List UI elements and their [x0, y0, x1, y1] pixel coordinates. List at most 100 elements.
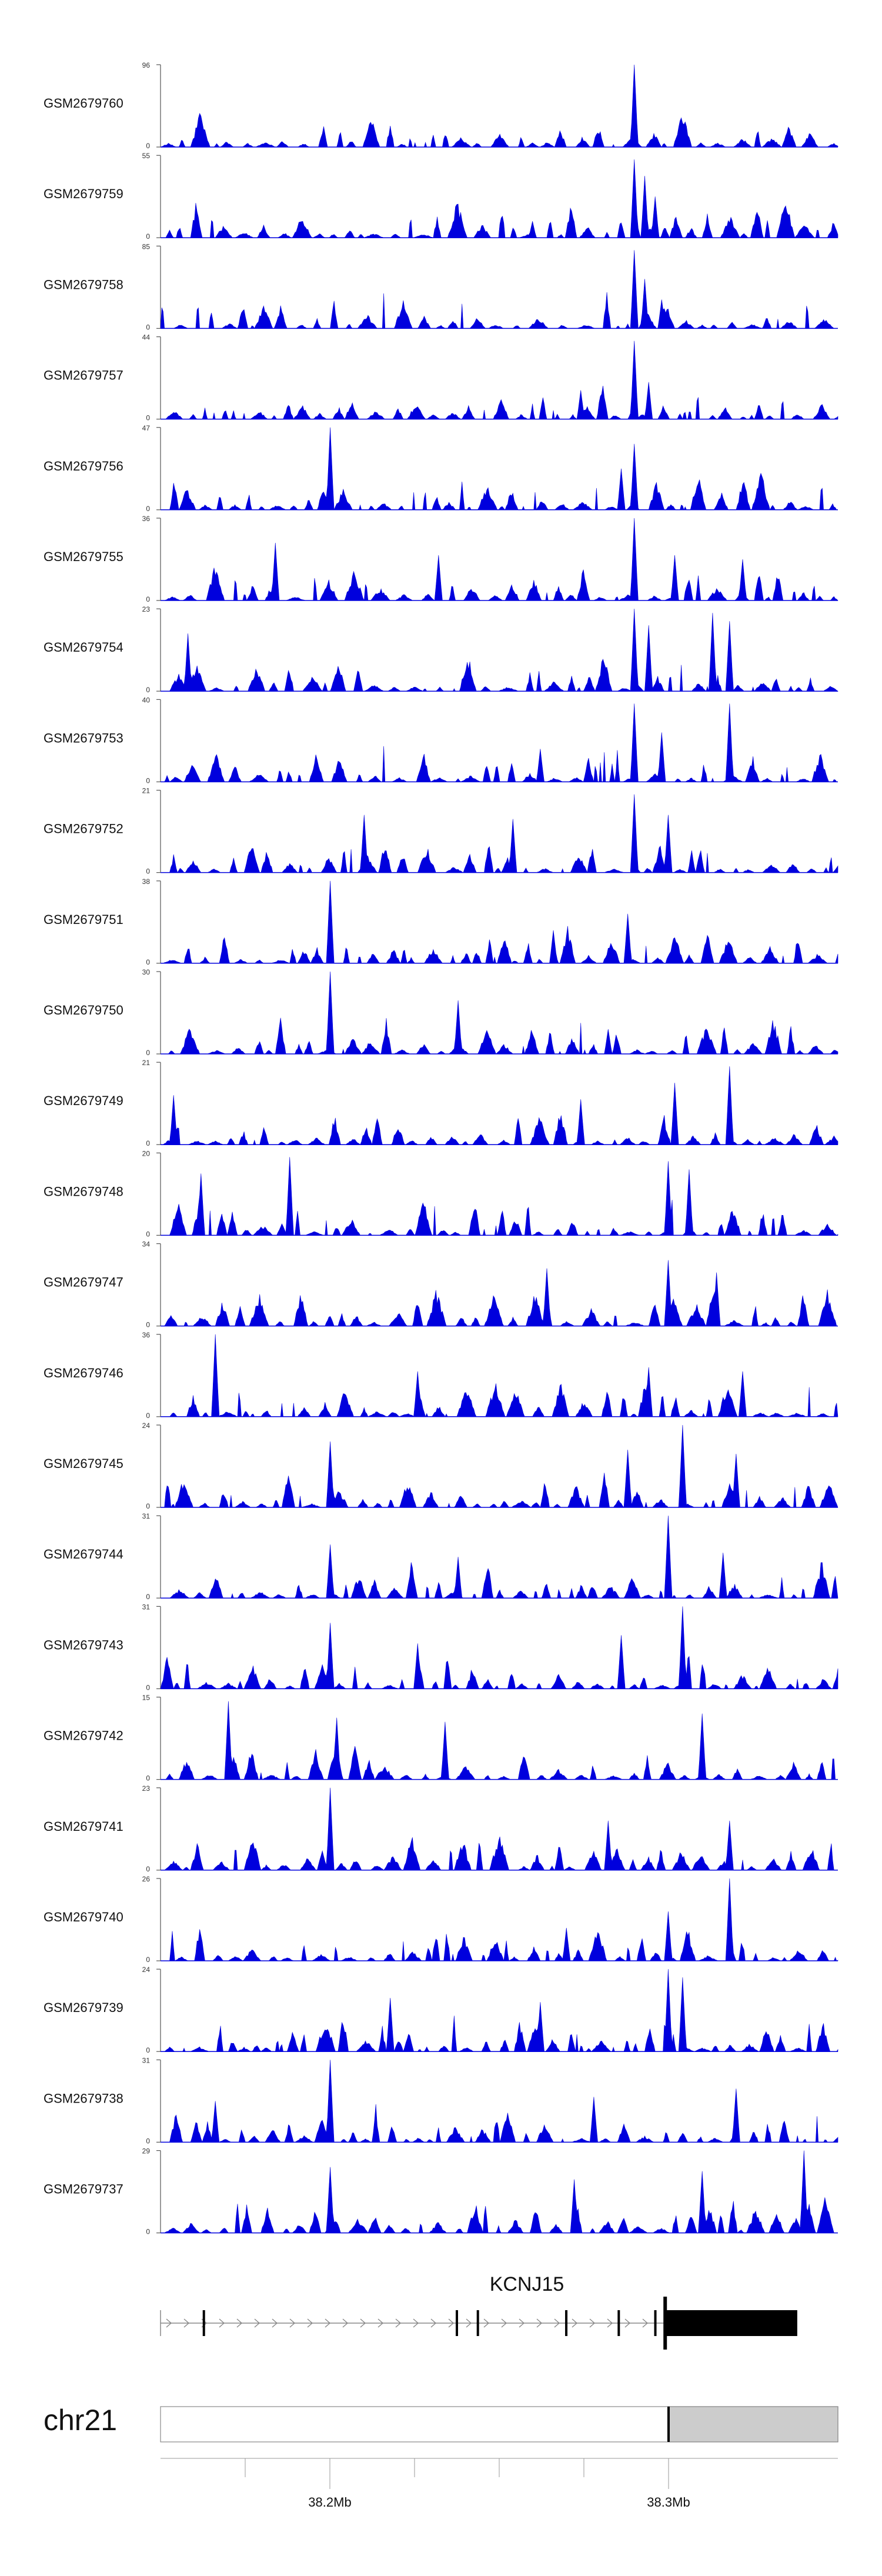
- track-label: GSM2679747: [44, 1275, 123, 1290]
- gene-exon: [617, 2310, 620, 2336]
- track-GSM2679740: GSM2679740 26 0: [44, 1875, 838, 1964]
- x-tick-label: 38.2Mb: [308, 2495, 351, 2510]
- track-label: GSM2679757: [44, 368, 123, 383]
- strand-arrow: [289, 2318, 296, 2328]
- track-label: GSM2679744: [44, 1547, 123, 1561]
- strand-arrow: [413, 2318, 419, 2328]
- signal-area: [161, 427, 838, 510]
- y-min-label: 0: [146, 958, 150, 966]
- track-GSM2679747: GSM2679747 34 0: [44, 1240, 838, 1329]
- chromosome-ideogram: chr21 38.2Mb 38.3Mb: [44, 2404, 838, 2510]
- strand-arrow: [501, 2318, 507, 2328]
- y-max-label: 96: [142, 61, 151, 69]
- signal-area: [161, 518, 838, 602]
- y-max-label: 36: [142, 1331, 151, 1339]
- gene-exon: [565, 2310, 568, 2336]
- signal-area: [160, 250, 838, 329]
- signal-area: [161, 1260, 838, 1327]
- track-label: GSM2679742: [44, 1729, 123, 1743]
- gene-track: KCNJ15: [160, 2273, 797, 2350]
- y-min-label: 0: [146, 1593, 150, 1601]
- strand-arrow: [342, 2318, 349, 2328]
- track-GSM2679746: GSM2679746 36 0: [44, 1331, 838, 1420]
- track-GSM2679760: GSM2679760 96 0: [44, 61, 838, 150]
- track-GSM2679754: GSM2679754 23 0: [44, 605, 838, 694]
- track-GSM2679758: GSM2679758 85 0: [44, 242, 838, 331]
- track-GSM2679738: GSM2679738 31 0: [44, 2056, 838, 2145]
- gene-exon: [476, 2310, 479, 2336]
- track-GSM2679748: GSM2679748 20 0: [44, 1149, 838, 1238]
- y-max-label: 26: [142, 1875, 151, 1883]
- y-max-label: 44: [142, 333, 151, 342]
- track-label: GSM2679759: [44, 186, 123, 201]
- track-GSM2679745: GSM2679745 24 0: [44, 1422, 838, 1510]
- gene-cds-start: [663, 2297, 667, 2350]
- track-GSM2679741: GSM2679741 23 0: [44, 1784, 838, 1873]
- y-min-label: 0: [146, 1502, 150, 1510]
- signal-area: [161, 703, 838, 782]
- track-GSM2679743: GSM2679743 31 0: [44, 1603, 838, 1691]
- signal-area: [161, 1066, 838, 1145]
- y-max-label: 23: [142, 1784, 151, 1793]
- y-max-label: 29: [142, 2147, 151, 2155]
- strand-arrow: [624, 2318, 631, 2328]
- y-min-label: 0: [146, 867, 150, 876]
- signal-area: [161, 341, 838, 420]
- y-max-label: 31: [142, 2056, 151, 2064]
- y-min-label: 0: [146, 323, 150, 331]
- track-label: GSM2679748: [44, 1184, 123, 1199]
- signal-area: [161, 159, 838, 239]
- strand-arrow: [166, 2318, 172, 2328]
- track-label: GSM2679756: [44, 459, 123, 473]
- y-max-label: 24: [142, 1422, 151, 1430]
- signal-area: [161, 609, 838, 692]
- track-GSM2679757: GSM2679757 44 0: [44, 333, 838, 422]
- strand-arrow: [572, 2318, 578, 2328]
- gene-exon: [654, 2310, 657, 2336]
- signal-area: [161, 2060, 838, 2143]
- y-min-label: 0: [146, 1139, 150, 1147]
- y-min-label: 0: [146, 2046, 150, 2054]
- signal-area: [161, 971, 838, 1055]
- y-max-label: 20: [142, 1149, 151, 1157]
- y-min-label: 0: [146, 232, 150, 241]
- y-max-label: 21: [142, 1059, 151, 1067]
- strand-arrow: [554, 2318, 560, 2328]
- signal-area: [161, 1157, 838, 1236]
- track-label: GSM2679758: [44, 277, 123, 292]
- y-max-label: 34: [142, 1240, 151, 1249]
- strand-arrow: [589, 2318, 596, 2328]
- signal-tracks: GSM2679760960GSM2679759550GSM2679758850G…: [44, 61, 838, 2236]
- track-label: GSM2679741: [44, 1819, 123, 1834]
- strand-arrow: [430, 2318, 437, 2328]
- track-GSM2679753: GSM2679753 40 0: [44, 696, 838, 785]
- strand-arrow: [377, 2318, 384, 2328]
- strand-arrow: [254, 2318, 260, 2328]
- track-GSM2679749: GSM2679749 21 0: [44, 1059, 838, 1147]
- strand-arrow: [183, 2318, 190, 2328]
- y-min-label: 0: [146, 1412, 150, 1420]
- signal-area: [161, 1878, 838, 1961]
- track-label: GSM2679753: [44, 730, 123, 745]
- strand-arrow: [272, 2318, 278, 2328]
- signal-area: [161, 1334, 838, 1417]
- track-label: GSM2679752: [44, 822, 123, 836]
- signal-area: [161, 1516, 838, 1599]
- gene-name: KCNJ15: [490, 2273, 564, 2295]
- y-min-label: 0: [146, 1321, 150, 1329]
- strand-arrow: [519, 2318, 525, 2328]
- strand-arrow: [607, 2318, 613, 2328]
- y-min-label: 0: [146, 776, 150, 785]
- y-min-label: 0: [146, 1049, 150, 1057]
- gene-exon: [456, 2310, 458, 2336]
- track-label: GSM2679760: [44, 96, 123, 111]
- strand-arrow: [236, 2318, 243, 2328]
- y-max-label: 24: [142, 1966, 151, 1974]
- track-label: GSM2679743: [44, 1637, 123, 1652]
- strand-arrow: [536, 2318, 543, 2328]
- strand-arrow: [483, 2318, 490, 2328]
- track-GSM2679742: GSM2679742 15 0: [44, 1694, 838, 1783]
- y-max-label: 36: [142, 515, 151, 523]
- track-label: GSM2679754: [44, 640, 123, 655]
